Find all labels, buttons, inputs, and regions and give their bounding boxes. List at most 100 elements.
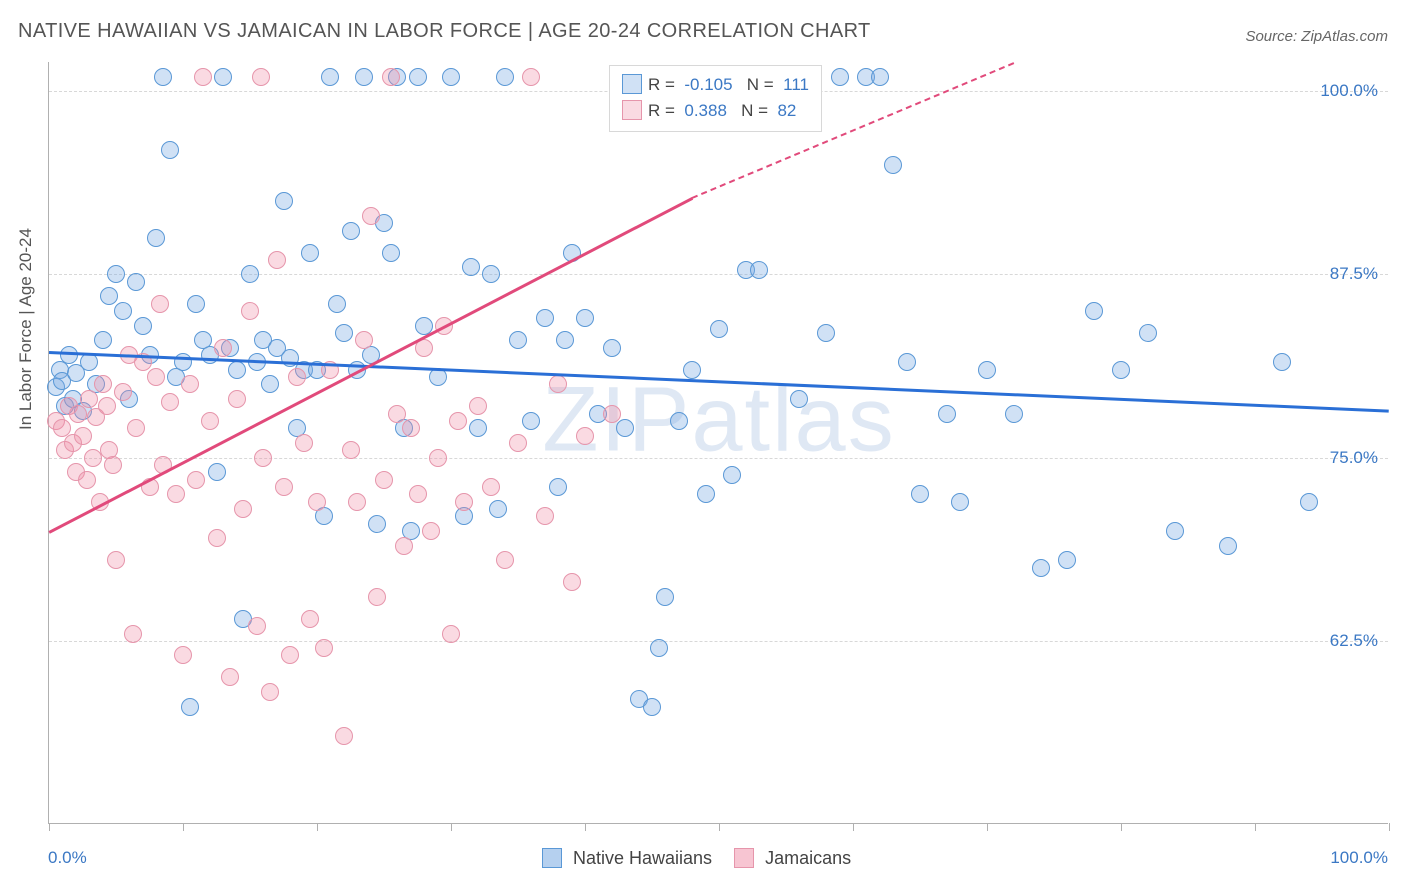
data-point: [482, 265, 500, 283]
data-point: [683, 361, 701, 379]
data-point: [409, 485, 427, 503]
gridline: [49, 641, 1388, 642]
data-point: [221, 668, 239, 686]
x-tick: [1255, 823, 1256, 831]
legend-label: Jamaicans: [760, 848, 851, 868]
data-point: [382, 68, 400, 86]
data-point: [650, 639, 668, 657]
data-point: [462, 258, 480, 276]
data-point: [442, 68, 460, 86]
trend-line: [49, 351, 1389, 412]
gridline: [49, 458, 1388, 459]
data-point: [1139, 324, 1157, 342]
data-point: [342, 222, 360, 240]
source-attribution: Source: ZipAtlas.com: [1245, 28, 1388, 45]
data-point: [455, 493, 473, 511]
x-tick: [585, 823, 586, 831]
data-point: [241, 302, 259, 320]
data-point: [147, 368, 165, 386]
x-tick: [719, 823, 720, 831]
data-point: [442, 625, 460, 643]
data-point: [308, 493, 326, 511]
data-point: [228, 361, 246, 379]
data-point: [100, 287, 118, 305]
data-point: [368, 515, 386, 533]
data-point: [556, 331, 574, 349]
x-tick: [451, 823, 452, 831]
n-value: 82: [777, 101, 796, 120]
data-point: [549, 478, 567, 496]
data-point: [275, 192, 293, 210]
data-point: [348, 493, 366, 511]
data-point: [342, 441, 360, 459]
y-axis-label: In Labor Force | Age 20-24: [16, 228, 36, 430]
data-point: [295, 434, 313, 452]
data-point: [536, 507, 554, 525]
data-point: [1300, 493, 1318, 511]
y-tick-label: 100.0%: [1320, 81, 1378, 101]
data-point: [281, 646, 299, 664]
data-point: [74, 427, 92, 445]
r-value: -0.105: [684, 75, 732, 94]
data-point: [643, 698, 661, 716]
data-point: [549, 375, 567, 393]
x-tick: [1389, 823, 1390, 831]
legend-swatch: [734, 848, 754, 868]
data-point: [208, 529, 226, 547]
y-tick-label: 87.5%: [1330, 264, 1378, 284]
correlation-legend: R = -0.105 N = 111R = 0.388 N = 82: [609, 65, 822, 132]
data-point: [603, 339, 621, 357]
data-point: [1058, 551, 1076, 569]
data-point: [496, 551, 514, 569]
data-point: [248, 617, 266, 635]
data-point: [522, 412, 540, 430]
data-point: [114, 302, 132, 320]
data-point: [114, 383, 132, 401]
data-point: [1032, 559, 1050, 577]
data-point: [1166, 522, 1184, 540]
data-point: [254, 449, 272, 467]
legend-bottom: Native Hawaiians Jamaicans: [520, 848, 851, 869]
data-point: [127, 273, 145, 291]
data-point: [181, 698, 199, 716]
x-tick: [183, 823, 184, 831]
data-point: [496, 68, 514, 86]
legend-swatch: [542, 848, 562, 868]
data-point: [509, 434, 527, 452]
x-tick: [317, 823, 318, 831]
data-point: [187, 295, 205, 313]
data-point: [107, 551, 125, 569]
data-point: [335, 727, 353, 745]
data-point: [78, 471, 96, 489]
x-tick: [49, 823, 50, 831]
data-point: [563, 573, 581, 591]
data-point: [670, 412, 688, 430]
data-point: [790, 390, 808, 408]
data-point: [429, 449, 447, 467]
data-point: [151, 295, 169, 313]
data-point: [187, 471, 205, 489]
data-point: [328, 295, 346, 313]
chart-title: NATIVE HAWAIIAN VS JAMAICAN IN LABOR FOR…: [18, 20, 871, 43]
legend-row: R = -0.105 N = 111: [622, 72, 809, 98]
data-point: [831, 68, 849, 86]
data-point: [817, 324, 835, 342]
data-point: [871, 68, 889, 86]
legend-swatch: [622, 100, 642, 120]
data-point: [355, 68, 373, 86]
data-point: [576, 427, 594, 445]
data-point: [482, 478, 500, 496]
data-point: [723, 466, 741, 484]
data-point: [315, 639, 333, 657]
data-point: [127, 419, 145, 437]
data-point: [98, 397, 116, 415]
y-tick-label: 62.5%: [1330, 631, 1378, 651]
data-point: [268, 251, 286, 269]
data-point: [261, 683, 279, 701]
data-point: [395, 537, 413, 555]
data-point: [214, 68, 232, 86]
data-point: [107, 265, 125, 283]
data-point: [335, 324, 353, 342]
data-point: [469, 419, 487, 437]
data-point: [402, 419, 420, 437]
